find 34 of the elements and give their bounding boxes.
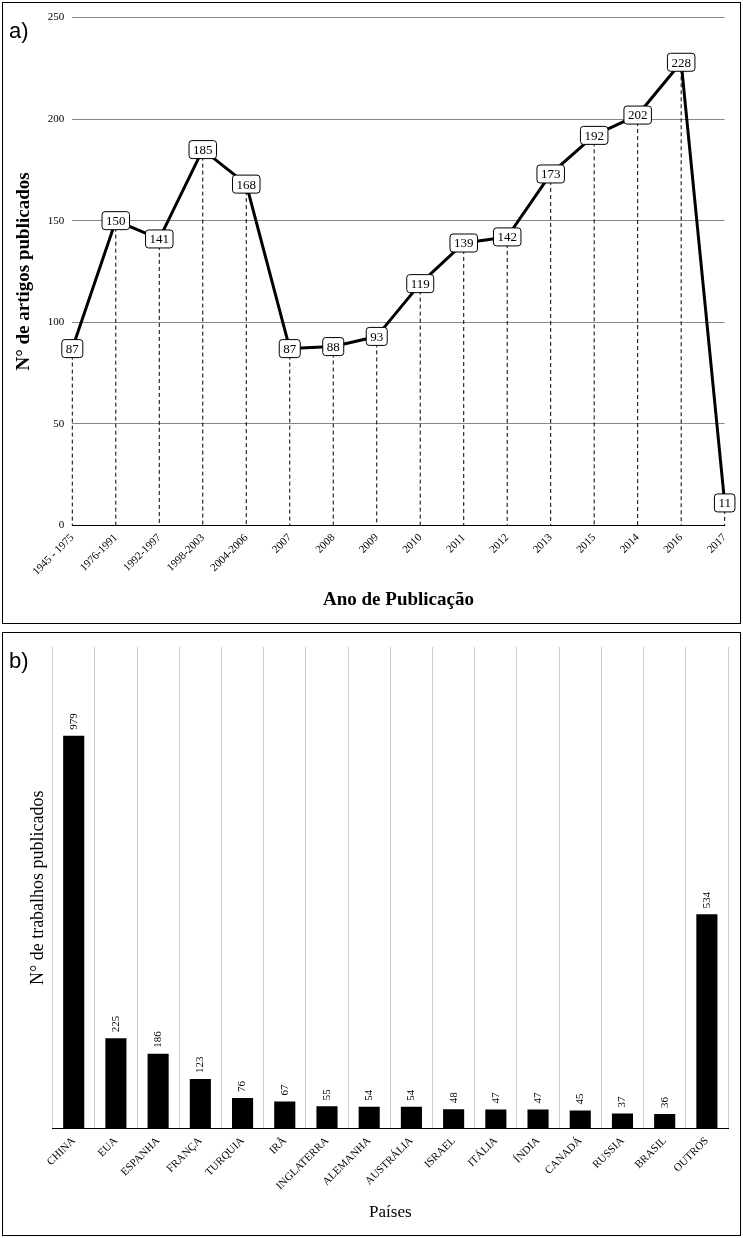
data-label: 93 [370,328,384,344]
y-tick-label: 50 [53,416,65,429]
data-label: 76 [235,1080,248,1092]
data-label: 67 [277,1084,290,1096]
data-label: 37 [615,1096,628,1108]
x-axis-title: Ano de Publicação [323,587,474,609]
data-label: 45 [573,1092,586,1105]
data-label: 36 [657,1096,670,1108]
y-tick-label: 200 [47,112,65,125]
x-axis-title: Países [369,1202,412,1222]
data-label: 979 [66,712,79,730]
data-label: 47 [488,1092,501,1104]
data-label: 48 [446,1091,459,1104]
data-label: 87 [65,341,80,357]
y-tick-label: 0 [58,518,65,531]
y-tick-label: 150 [47,213,65,226]
data-label: 55 [319,1088,332,1101]
y-tick-label: 100 [47,315,65,328]
y-tick-label: 250 [47,10,65,23]
data-label: 47 [530,1092,543,1104]
text: a) [9,18,29,44]
text: b) [9,648,29,674]
data-label: 186 [151,1030,164,1048]
data-label: 225 [108,1015,121,1033]
data-label: 87 [283,341,297,357]
data-label: 123 [193,1056,206,1074]
x-tick-label: 2011 [443,530,468,555]
data-label: 88 [326,338,340,354]
data-label: 54 [362,1089,375,1101]
y-axis-title: N° de artigos publicados [12,172,34,371]
data-label: 11 [718,495,731,511]
data-label: 534 [699,891,712,909]
data-label: 54 [404,1089,417,1101]
y-axis-title: N° de trabalhos publicados [26,790,47,986]
